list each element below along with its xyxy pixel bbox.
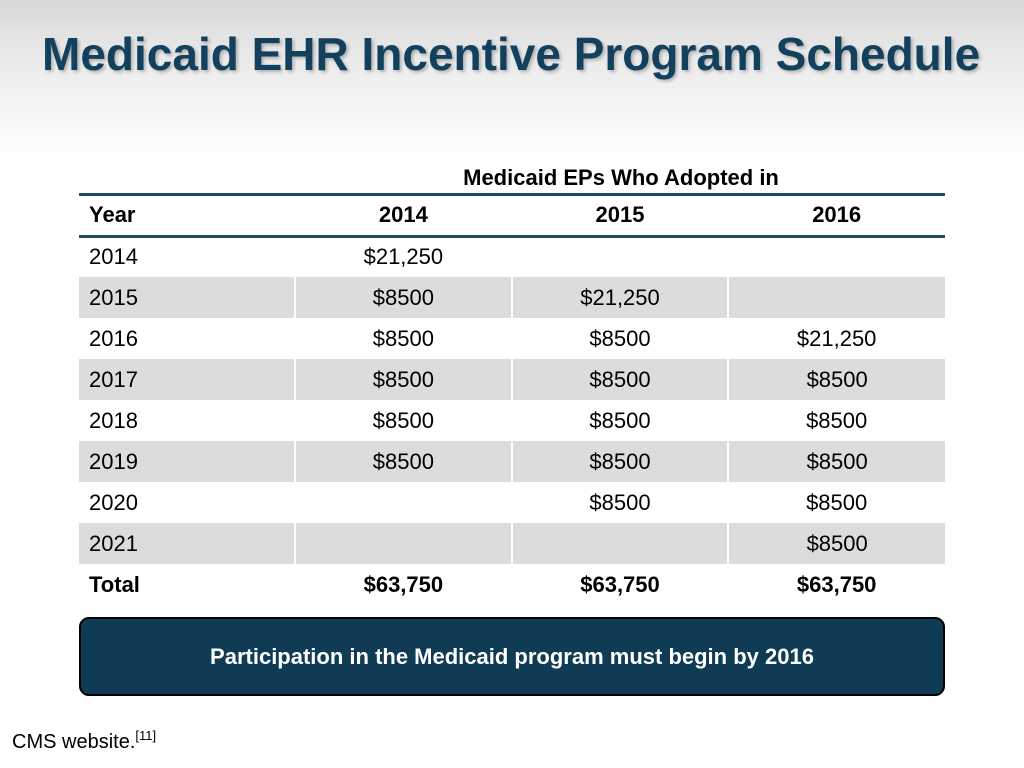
cell-value: $8500 bbox=[294, 441, 512, 482]
cell-value: $21,250 bbox=[510, 277, 729, 318]
cell-value: $8500 bbox=[589, 489, 651, 515]
cell-value: $8500 bbox=[806, 489, 868, 515]
table-row: 2019 $8500 $8500 $8500 bbox=[79, 441, 945, 482]
row-year: 2018 bbox=[89, 407, 138, 433]
cell-value: $21,250 bbox=[796, 325, 877, 351]
cell-value bbox=[510, 523, 729, 564]
schedule-table-container: Medicaid EPs Who Adopted in Year 2014 20… bbox=[79, 160, 945, 606]
table-row: 2021 $8500 bbox=[79, 523, 945, 564]
reference-marker: [11] bbox=[135, 728, 157, 743]
cell-value bbox=[294, 523, 512, 564]
row-year: 2021 bbox=[79, 523, 296, 564]
row-year: 2015 bbox=[79, 277, 296, 318]
cell-value: $8500 bbox=[589, 407, 651, 433]
cell-value: $8500 bbox=[510, 441, 729, 482]
table-row: 2020 $8500 $8500 bbox=[79, 482, 945, 523]
cell-value: $8500 bbox=[294, 359, 512, 400]
column-header-2014: 2014 bbox=[295, 196, 512, 238]
banner-text: Participation in the Medicaid program mu… bbox=[210, 643, 814, 669]
schedule-table: Year 2014 2015 2016 2014 $21,250 2015 $8… bbox=[79, 196, 945, 606]
row-year: 2020 bbox=[89, 489, 138, 515]
source-text: CMS website. bbox=[12, 731, 136, 753]
cell-value: $21,250 bbox=[363, 244, 444, 270]
cell-value bbox=[728, 236, 945, 277]
callout-banner: Participation in the Medicaid program mu… bbox=[79, 617, 945, 696]
cell-value bbox=[512, 236, 729, 277]
table-row: 2016 $8500 $8500 $21,250 bbox=[79, 318, 945, 359]
cell-value: $8500 bbox=[294, 277, 512, 318]
cell-value: $8500 bbox=[806, 407, 868, 433]
table-row: 2017 $8500 $8500 $8500 bbox=[79, 359, 945, 400]
row-year: 2016 bbox=[89, 325, 138, 351]
cell-value: $8500 bbox=[727, 359, 945, 400]
table-row: 2015 $8500 $21,250 bbox=[79, 277, 945, 318]
header-row: Year 2014 2015 2016 bbox=[79, 196, 945, 238]
total-row: Total $63,750 $63,750 $63,750 bbox=[79, 564, 945, 606]
cell-value: $8500 bbox=[727, 441, 945, 482]
cell-value bbox=[295, 482, 512, 523]
cell-value bbox=[727, 277, 945, 318]
cell-value: $8500 bbox=[727, 523, 945, 564]
cell-value: $8500 bbox=[510, 359, 729, 400]
column-header-year: Year bbox=[79, 196, 296, 238]
total-label: Total bbox=[89, 572, 140, 597]
total-value: $63,750 bbox=[796, 572, 877, 597]
cell-value: $8500 bbox=[589, 325, 651, 351]
group-header: Medicaid EPs Who Adopted in bbox=[79, 160, 945, 196]
total-value: $63,750 bbox=[580, 572, 660, 597]
column-header-2015: 2015 bbox=[511, 196, 729, 238]
slide-title: Medicaid EHR Incentive Program Schedule bbox=[42, 28, 981, 80]
table-row: 2018 $8500 $8500 $8500 bbox=[79, 400, 945, 441]
table-row: 2014 $21,250 bbox=[79, 236, 945, 277]
total-value: $63,750 bbox=[363, 572, 444, 597]
row-year: 2019 bbox=[79, 441, 296, 482]
cell-value: $8500 bbox=[372, 407, 434, 433]
row-year: 2014 bbox=[89, 244, 138, 270]
row-year: 2017 bbox=[79, 359, 296, 400]
column-header-2016: 2016 bbox=[728, 196, 945, 238]
cell-value: $8500 bbox=[372, 325, 434, 351]
source-citation: CMS website.[11] bbox=[12, 728, 156, 754]
